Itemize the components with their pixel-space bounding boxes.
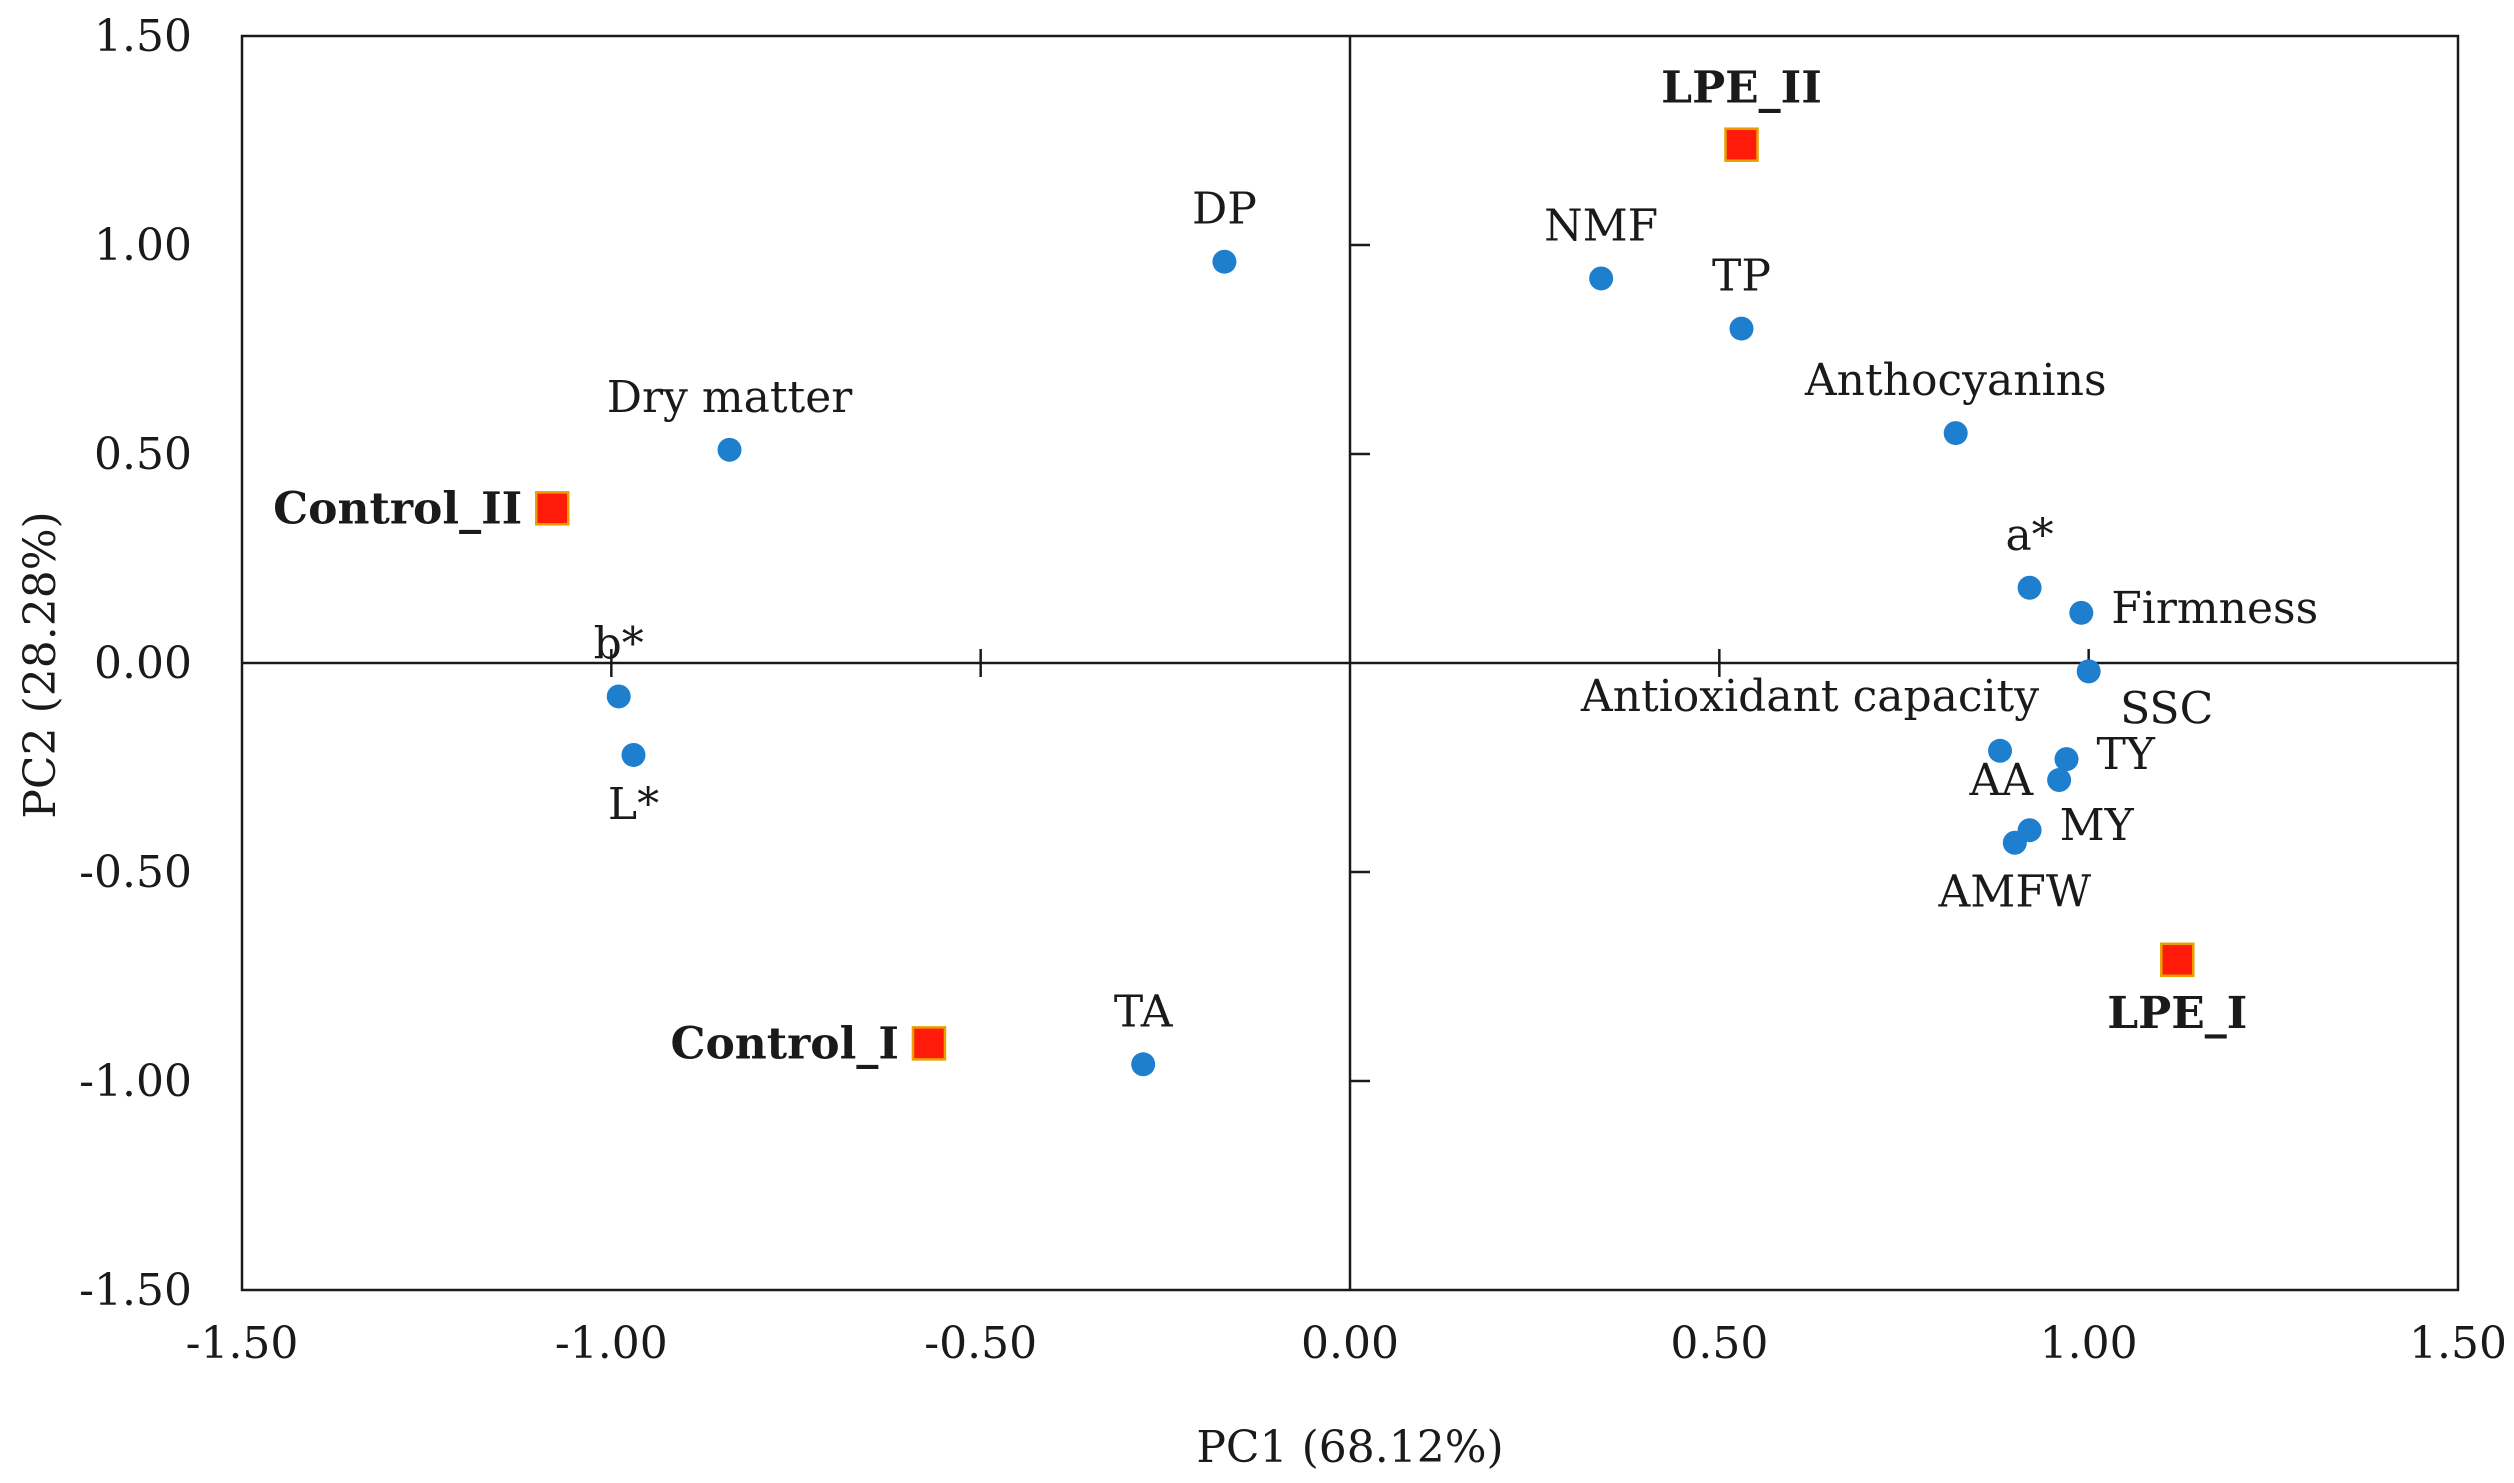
variable-label-anthocyanins: Anthocyanins [1804, 355, 2107, 406]
sample-label-lpe-i: LPE_I [2107, 988, 2247, 1039]
sample-label-control-i: Control_I [670, 1018, 899, 1069]
sample-marker-control-ii [534, 491, 570, 526]
variable-label-aa: AA [1969, 755, 2035, 806]
x-tick-label: 1.00 [2040, 1318, 2138, 1369]
variable-point-a [2017, 575, 2042, 600]
variable-point-ta [1131, 1052, 1156, 1077]
x-tick-label: 1.50 [2409, 1318, 2507, 1369]
variable-label-nmf: NMF [1544, 200, 1658, 251]
x-tick-label: -1.50 [186, 1318, 299, 1369]
variable-point-ty [2054, 747, 2079, 772]
variable-point-l [621, 742, 646, 767]
variable-label-my: MY [2060, 800, 2135, 851]
variable-point-tp [1729, 316, 1754, 341]
variable-point-ssc [2076, 659, 2101, 684]
y-axis-title: PC2 (28.28%) [15, 511, 66, 818]
variable-point-firmness [2069, 600, 2094, 625]
y-tick-label: -1.50 [79, 1265, 192, 1316]
variable-point-aa [2047, 768, 2072, 793]
sample-label-lpe-ii: LPE_II [1661, 63, 1822, 114]
x-tick-label: -1.00 [555, 1318, 668, 1369]
x-axis-title: PC1 (68.12%) [1196, 1422, 1503, 1473]
variable-label-antioxidant-capacity: Antioxidant capacity [1580, 671, 2039, 722]
variable-label-firmness: Firmness [2111, 583, 2318, 634]
y-tick-label: 0.00 [94, 638, 192, 689]
y-tick-label: 1.00 [94, 220, 192, 271]
sample-label-control-ii: Control_II [273, 483, 522, 534]
variable-label-a: a* [2005, 510, 2053, 561]
sample-marker-lpe-ii [1724, 127, 1759, 162]
variable-label-tp: TP [1712, 251, 1771, 302]
y-tick-label: 1.50 [94, 11, 192, 62]
variable-point-b [606, 684, 631, 709]
sample-marker-lpe-i [2160, 942, 2195, 978]
variable-point-amfw [2002, 830, 2027, 855]
x-tick-label: 0.00 [1301, 1318, 1399, 1369]
variable-label-l: L* [608, 779, 659, 830]
variable-label-b: b* [594, 618, 644, 669]
variable-label-amfw: AMFW [1938, 867, 2092, 918]
y-tick-label: 0.50 [94, 429, 192, 480]
variable-label-ty: TY [2097, 729, 2156, 780]
variable-label-dry-matter: Dry matter [607, 372, 854, 423]
variable-point-dry-matter [717, 437, 742, 462]
variable-point-antioxidant-capacity [1988, 738, 2013, 763]
variable-point-nmf [1589, 266, 1614, 291]
x-tick-label: 0.50 [1670, 1318, 1768, 1369]
sample-marker-control-i [911, 1026, 947, 1061]
variable-label-ssc: SSC [2120, 683, 2213, 734]
y-tick-label: -1.00 [79, 1056, 192, 1107]
variable-point-dp [1212, 249, 1237, 274]
variable-label-dp: DP [1192, 184, 1257, 235]
x-tick-label: -0.50 [924, 1318, 1037, 1369]
y-tick-label: -0.50 [79, 847, 192, 898]
variable-label-ta: TA [1114, 986, 1174, 1037]
variable-point-anthocyanins [1943, 421, 1968, 446]
